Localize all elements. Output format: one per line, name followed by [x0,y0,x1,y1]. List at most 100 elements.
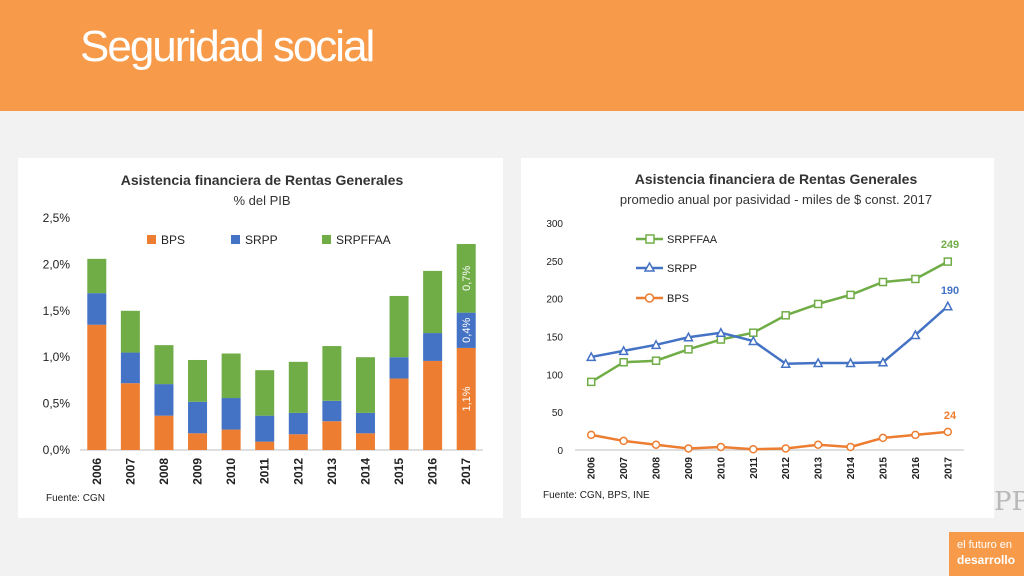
point-srpp-2014 [845,357,856,368]
bar-chart-panel: Asistencia financiera de Rentas Generale… [18,158,503,518]
point-srpffaa-2011 [749,328,758,337]
bar-srpp-2006 [87,293,107,325]
brand-badge: el futuro en desarrollo [949,532,1024,576]
brand-line1: el futuro en [957,539,1013,551]
line-series-srpp [590,305,949,365]
bar-y-tick: 0,0% [43,443,71,457]
bar-data-label: 0,4% [461,318,473,343]
bar-srpffaa-2007 [120,310,140,353]
legend-label-srpffaa: SRPFFAA [336,233,391,247]
point-bps-2010 [716,442,726,452]
point-srpp-2007 [618,345,629,356]
bar-bps-2015 [389,378,409,450]
bar-x-tick: 2011 [258,458,272,484]
line-y-tick: 250 [546,257,563,268]
line-legend-label-bps: BPS [667,293,689,305]
legend-label-srpp: SRPP [245,233,278,247]
bar-x-tick: 2010 [224,458,238,485]
point-srpp-2013 [812,357,824,368]
line-chart-panel: Asistencia financiera de Rentas Generale… [521,158,994,518]
bar-bps-2008 [154,415,174,450]
point-srpp-2015 [877,356,889,367]
bar-srpffaa-2011 [255,370,275,416]
line-x-tick: 2009 [684,457,695,480]
bar-bps-2014 [355,433,375,450]
line-x-tick: 2006 [587,457,598,480]
bar-srpp-2010 [221,398,241,430]
bar-x-tick: 2006 [90,458,104,485]
bar-x-tick: 2013 [325,458,339,485]
bar-chart: Asistencia financiera de Rentas Generale… [43,172,483,504]
line-y-tick: 150 [546,333,563,344]
point-srpffaa-2015 [878,277,888,287]
point-srpffaa-2008 [651,356,661,365]
bar-bps-2013 [322,421,342,450]
point-bps-2006 [586,430,596,440]
bar-y-tick: 2,5% [43,211,71,225]
bar-x-tick: 2007 [123,458,137,485]
bar-srpffaa-2016 [423,270,443,334]
bar-x-tick: 2015 [392,458,406,485]
point-srpffaa-2009 [684,345,693,354]
bar-srpffaa-2015 [389,295,409,358]
point-bps-2012 [781,444,790,453]
point-srpffaa-2017 [943,257,953,266]
end-label-srpp: 190 [941,285,959,297]
line-legend-label-srpp: SRPP [667,263,697,275]
line-x-tick: 2017 [943,457,954,480]
line-x-axis: 2006 2007 2008 2009 2010 2011 2012 2013 2014 2015… [587,457,955,480]
line-x-tick: 2010 [716,457,727,480]
point-srpffaa-2006 [586,377,596,387]
bar-chart-title: Asistencia financiera de Rentas Generale… [121,172,404,188]
bar-srpp-2012 [288,412,308,435]
bar-x-tick: 2014 [358,458,372,485]
bar-y-tick: 1,0% [43,350,71,364]
bar-chart-subtitle: % del PIB [233,193,290,208]
legend-marker-bps [644,293,655,303]
bar-x-tick: 2009 [191,458,205,485]
legend-label-bps: BPS [161,233,185,247]
legend-swatch-srpp [231,235,240,244]
bar-srpp-2017 [456,312,476,348]
line-chart-title: Asistencia financiera de Rentas Generale… [635,171,918,187]
line-y-tick: 300 [546,219,563,230]
bar-x-tick: 2008 [157,458,171,485]
bar-y-tick: 0,5% [43,397,71,411]
bar-bps-2011 [255,441,275,450]
point-srpp-2010 [715,327,727,337]
line-y-tick: 200 [546,295,563,306]
bar-bps-2017 [456,347,476,450]
line-x-tick: 2011 [749,457,760,479]
bar-x-tick: 2012 [291,458,305,485]
point-srpffaa-2016 [911,274,920,284]
bar-srpffaa-2009 [188,359,208,402]
bar-bps-2012 [288,434,308,450]
line-x-tick: 2016 [911,457,922,480]
legend-swatch-srpffaa [322,235,331,244]
point-srpp-2009 [683,331,694,342]
bar-y-tick: 1,5% [43,304,71,318]
bar-srpp-2009 [188,401,208,434]
point-bps-2013 [813,440,823,449]
line-chart-subtitle: promedio anual por pasividad - miles de … [620,192,932,207]
point-bps-2007 [619,436,628,446]
point-srpp-2011 [748,335,759,346]
point-srpp-2016 [910,329,921,340]
bar-srpffaa-2008 [154,345,174,385]
end-label-bps: 24 [944,410,957,422]
bar-srpffaa-2006 [87,258,107,294]
point-srpp-2006 [585,351,597,362]
bar-srpp-2011 [255,415,275,442]
point-srpffaa-2012 [781,311,790,320]
bar-marks: 1,1% 0,4% 0,7% [87,243,476,450]
line-chart: Asistencia financiera de Rentas Generale… [543,171,964,501]
point-bps-2011 [749,444,758,454]
line-x-tick: 2008 [652,457,663,480]
bar-srpffaa-2017 [456,243,476,313]
line-series-bps [590,430,948,451]
point-srpp-2008 [650,339,662,350]
logo: PP [994,487,1024,517]
line-chart-source: Fuente: CGN, BPS, INE [543,490,650,501]
bar-x-tick: 2017 [459,458,473,485]
bar-x-tick: 2016 [426,458,440,485]
